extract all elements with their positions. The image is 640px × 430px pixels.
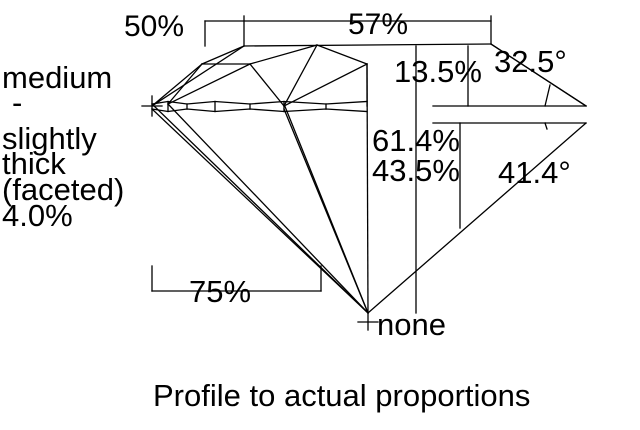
svg-text:50%: 50% [124,10,184,43]
svg-text:13.5%: 13.5% [394,54,482,89]
svg-text:none: none [377,307,446,342]
svg-text:-: - [12,85,22,120]
svg-text:43.5%: 43.5% [372,153,460,188]
svg-text:32.5°: 32.5° [494,44,567,79]
svg-text:57%: 57% [348,8,408,41]
svg-text:4.0%: 4.0% [2,198,73,233]
svg-text:75%: 75% [189,274,251,309]
svg-text:Profile to actual proportions: Profile to actual proportions [153,378,530,413]
svg-text:41.4°: 41.4° [498,155,571,190]
